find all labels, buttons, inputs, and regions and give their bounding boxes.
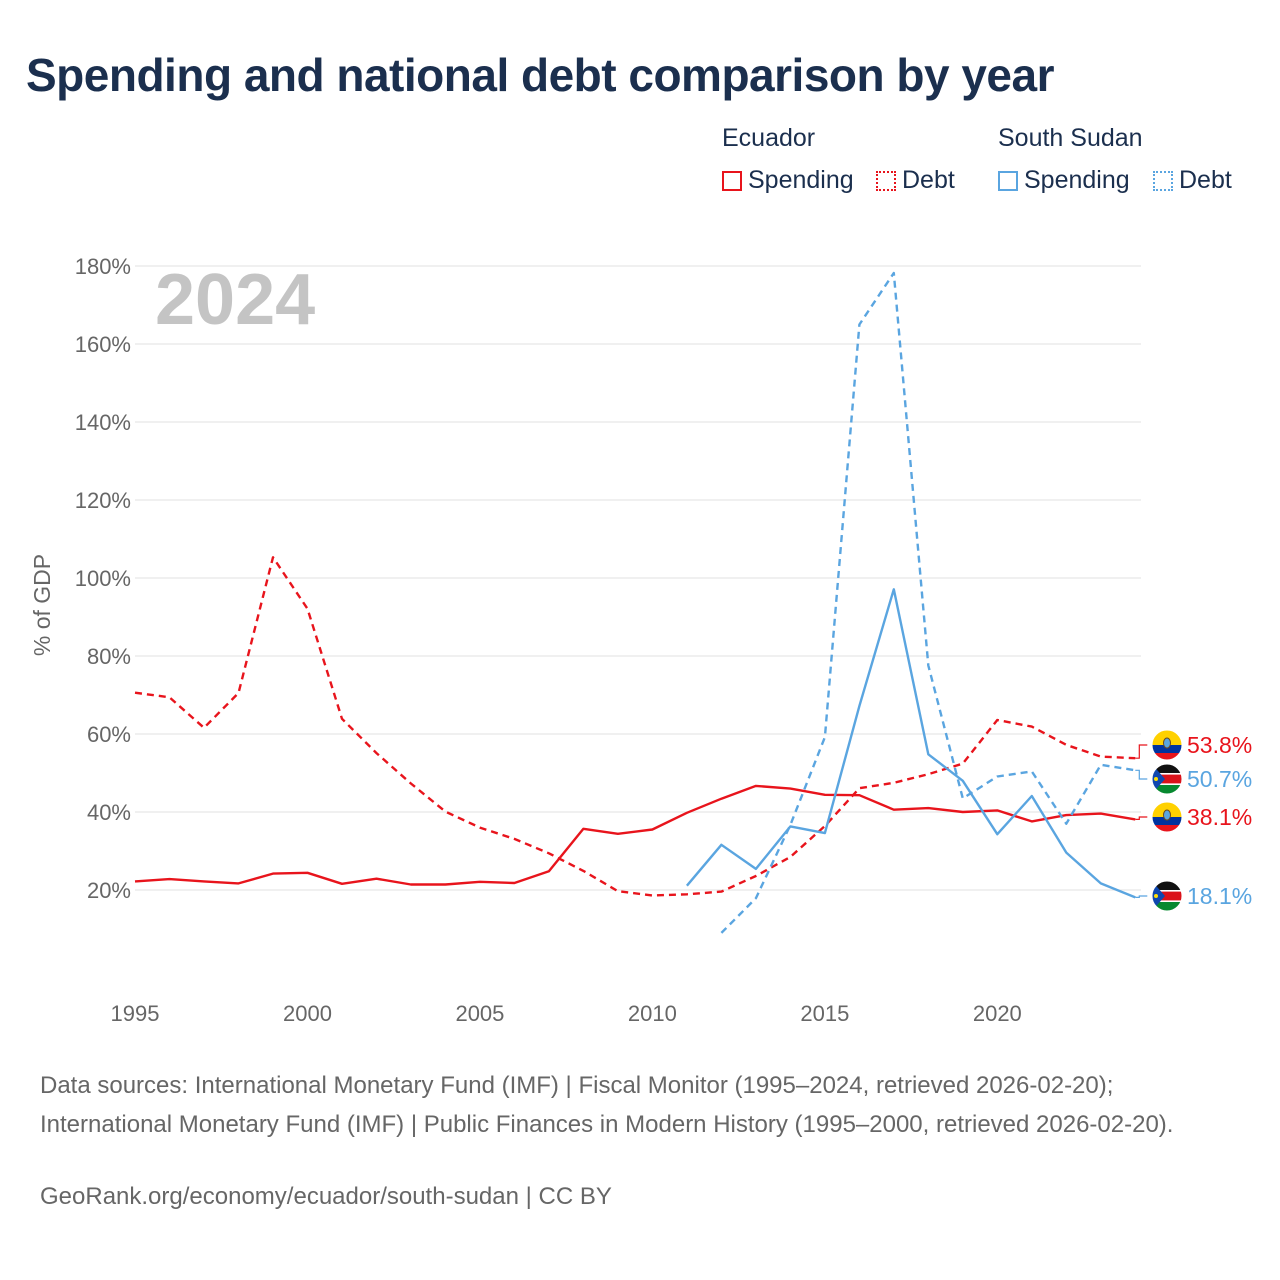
dotted-line-swatch-icon bbox=[876, 170, 896, 191]
y-tick-label: 60% bbox=[87, 722, 131, 747]
legend-group-south-sudan: South Sudan bbox=[998, 124, 1143, 152]
legend-item-ecuador-spending[interactable]: Spending bbox=[722, 166, 854, 195]
credit-link[interactable]: GeoRank.org/economy/ecuador/south-sudan … bbox=[40, 1183, 612, 1210]
y-axis-label: % of GDP bbox=[29, 554, 55, 656]
y-tick-label: 120% bbox=[75, 488, 131, 513]
end-label-connector bbox=[1135, 744, 1148, 759]
legend-item-south-sudan-spending[interactable]: Spending bbox=[998, 166, 1130, 195]
end-value-label: 53.8% bbox=[1187, 732, 1252, 758]
x-tick-label: 2000 bbox=[283, 1001, 332, 1026]
x-tick-label: 2020 bbox=[973, 1001, 1022, 1026]
y-tick-label: 160% bbox=[75, 332, 131, 357]
south-sudan-flag-icon bbox=[1152, 881, 1182, 911]
ecuador-flag-icon bbox=[1152, 730, 1182, 760]
y-tick-label: 20% bbox=[87, 878, 131, 903]
ecuador-flag-icon bbox=[1152, 802, 1182, 832]
south-sudan-flag-icon bbox=[1152, 764, 1182, 794]
dotted-line-swatch-icon bbox=[1153, 170, 1173, 191]
data-sources: Data sources: International Monetary Fun… bbox=[40, 1072, 1174, 1138]
legend-label-south-sudan-debt: Debt bbox=[1179, 166, 1232, 194]
legend-label-ecuador-spending: Spending bbox=[748, 166, 854, 194]
solid-line-swatch-icon bbox=[998, 170, 1018, 191]
end-label-connector bbox=[1135, 816, 1148, 821]
series-line-south-sudan-debt[interactable] bbox=[720, 271, 1136, 934]
x-tick-label: 1995 bbox=[111, 1001, 160, 1026]
end-label-connector bbox=[1135, 769, 1148, 780]
legend-label-ecuador-debt: Debt bbox=[902, 166, 955, 194]
y-tick-label: 80% bbox=[87, 644, 131, 669]
series-line-ecuador-spending[interactable] bbox=[134, 784, 1136, 886]
year-watermark: 2024 bbox=[155, 260, 315, 340]
y-tick-label: 140% bbox=[75, 410, 131, 435]
end-label-connector bbox=[1135, 895, 1148, 899]
series-line-ecuador-debt[interactable] bbox=[134, 556, 1136, 897]
end-value-label: 50.7% bbox=[1187, 766, 1252, 792]
legend-item-south-sudan-debt[interactable]: Debt bbox=[1153, 166, 1232, 195]
x-tick-label: 2015 bbox=[800, 1001, 849, 1026]
solid-line-swatch-icon bbox=[722, 170, 742, 191]
legend-group-ecuador: Ecuador bbox=[722, 124, 816, 152]
legend-label-south-sudan-spending: Spending bbox=[1024, 166, 1130, 194]
x-tick-label: 2005 bbox=[455, 1001, 504, 1026]
y-tick-label: 100% bbox=[75, 566, 131, 591]
line-chart: 20% 40% 60% 80% 100% 120% 140% 160% 180% 1995 2000… bbox=[29, 254, 1252, 1026]
legend-item-ecuador-debt[interactable]: Debt bbox=[876, 166, 955, 195]
series-line-south-sudan-spending[interactable] bbox=[685, 588, 1136, 899]
x-tick-label: 2010 bbox=[628, 1001, 677, 1026]
end-value-label: 38.1% bbox=[1187, 804, 1252, 830]
y-tick-label: 40% bbox=[87, 800, 131, 825]
end-value-label: 18.1% bbox=[1187, 883, 1252, 909]
chart-title: Spending and national debt comparison by… bbox=[26, 49, 1055, 101]
y-tick-label: 180% bbox=[75, 254, 131, 279]
